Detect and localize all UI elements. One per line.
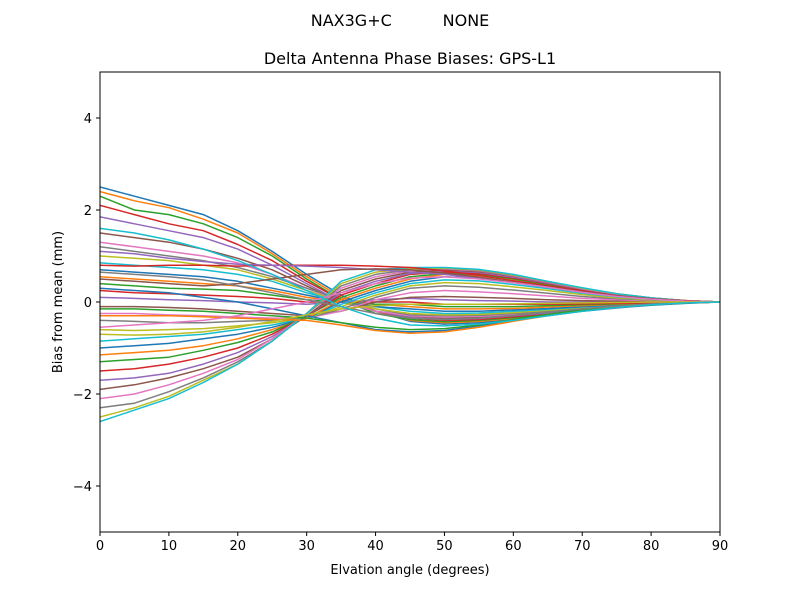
y-tick-label: 0 — [84, 296, 92, 311]
series-line-16 — [100, 295, 720, 317]
y-tick-label: 4 — [84, 112, 92, 127]
x-axis: 0 10 20 30 40 50 60 70 80 90 — [96, 532, 728, 554]
series-line-37 — [100, 275, 720, 329]
y-tick-label: −4 — [73, 480, 92, 495]
series-line-18 — [100, 285, 720, 324]
series-layer — [100, 186, 720, 423]
x-tick-label: 60 — [505, 539, 522, 554]
y-tick-label: −2 — [73, 388, 92, 403]
y-tick-label: 2 — [84, 204, 92, 219]
x-tick-label: 90 — [712, 539, 729, 554]
x-tick-label: 40 — [367, 539, 384, 554]
y-axis-label: Bias from mean (mm) — [51, 231, 66, 373]
series-line-19 — [100, 281, 720, 332]
x-tick-label: 50 — [436, 539, 453, 554]
series-line-14 — [100, 289, 720, 306]
x-tick-label: 80 — [643, 539, 660, 554]
x-tick-label: 0 — [96, 539, 104, 554]
series-line-39 — [100, 301, 720, 336]
x-axis-label: Elvation angle (degrees) — [330, 563, 489, 578]
series-line-17 — [100, 289, 720, 319]
chart-title: Delta Antenna Phase Biases: GPS-L1 — [264, 49, 556, 68]
x-tick-label: 30 — [298, 539, 315, 554]
x-tick-label: 70 — [574, 539, 591, 554]
x-tick-label: 20 — [230, 539, 247, 554]
x-tick-label: 10 — [161, 539, 178, 554]
series-line-40 — [100, 227, 720, 327]
chart-suptitle: NAX3G+C NONE — [311, 11, 490, 30]
y-axis: −4 −2 0 2 4 — [73, 112, 100, 495]
series-line-38 — [100, 271, 720, 321]
